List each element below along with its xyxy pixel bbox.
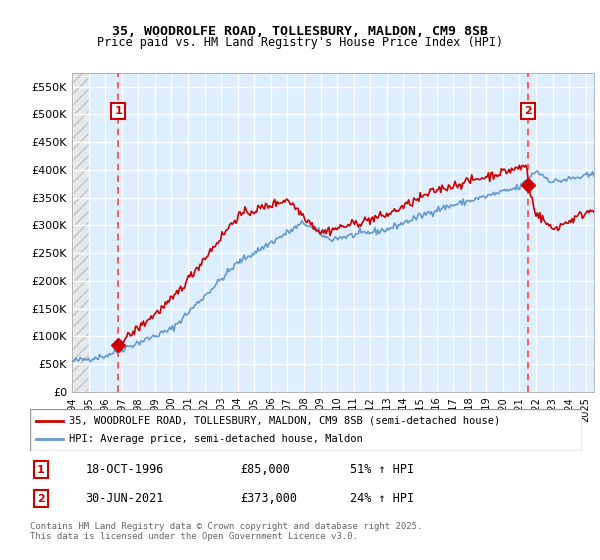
Text: 1: 1	[37, 465, 45, 475]
Text: 2: 2	[524, 106, 532, 116]
Text: 24% ↑ HPI: 24% ↑ HPI	[350, 492, 414, 505]
Text: HPI: Average price, semi-detached house, Maldon: HPI: Average price, semi-detached house,…	[68, 434, 362, 444]
Text: 18-OCT-1996: 18-OCT-1996	[85, 463, 164, 476]
Text: 30-JUN-2021: 30-JUN-2021	[85, 492, 164, 505]
Text: 35, WOODROLFE ROAD, TOLLESBURY, MALDON, CM9 8SB: 35, WOODROLFE ROAD, TOLLESBURY, MALDON, …	[112, 25, 488, 38]
Text: 35, WOODROLFE ROAD, TOLLESBURY, MALDON, CM9 8SB (semi-detached house): 35, WOODROLFE ROAD, TOLLESBURY, MALDON, …	[68, 416, 500, 426]
Bar	[72, 73, 89, 392]
Text: 1: 1	[115, 106, 122, 116]
Text: Price paid vs. HM Land Registry's House Price Index (HPI): Price paid vs. HM Land Registry's House …	[97, 36, 503, 49]
Text: 51% ↑ HPI: 51% ↑ HPI	[350, 463, 414, 476]
Text: 2: 2	[37, 494, 45, 503]
Text: £373,000: £373,000	[240, 492, 297, 505]
Text: Contains HM Land Registry data © Crown copyright and database right 2025.
This d: Contains HM Land Registry data © Crown c…	[30, 522, 422, 542]
FancyBboxPatch shape	[30, 409, 582, 451]
Text: £85,000: £85,000	[240, 463, 290, 476]
Bar	[72, 73, 89, 392]
